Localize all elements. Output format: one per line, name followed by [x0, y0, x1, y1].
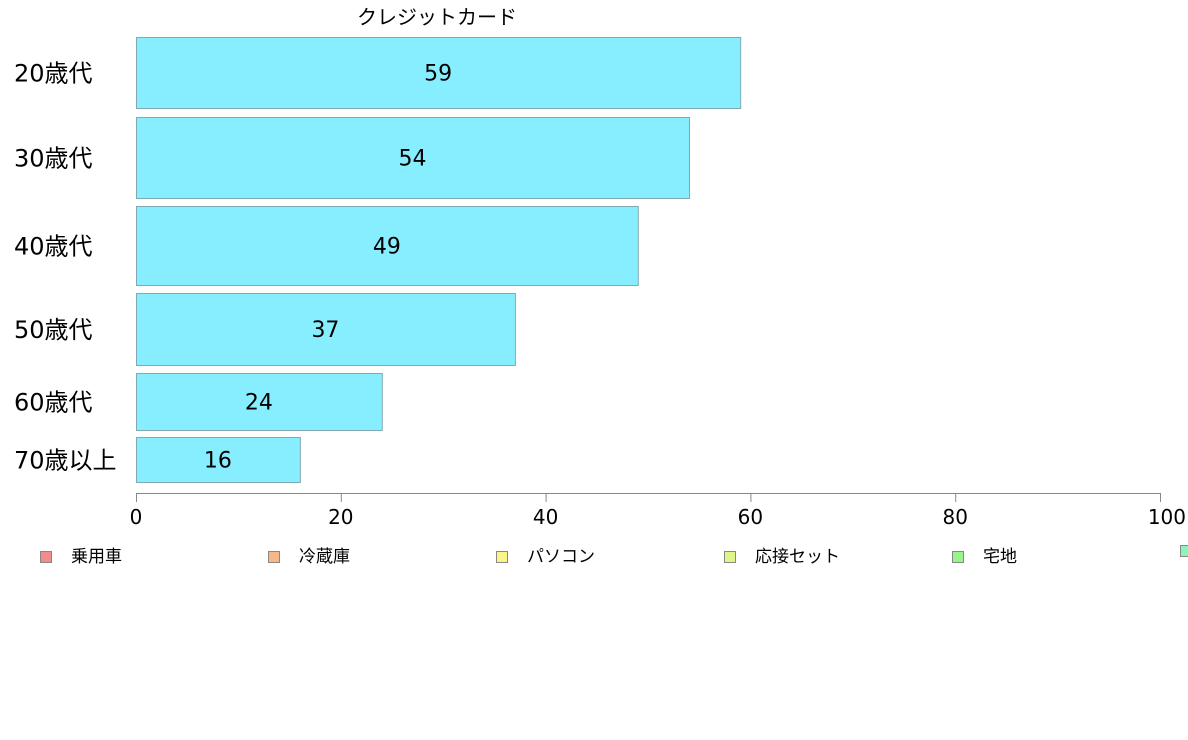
legend-swatch	[1180, 545, 1188, 557]
x-tick-label: 20	[328, 505, 353, 529]
legend-item: 宅地	[952, 545, 1017, 569]
category-label: 30歳代	[14, 145, 93, 173]
data-label: 49	[373, 235, 401, 260]
category-label: 50歳代	[14, 316, 93, 344]
data-label: 37	[311, 318, 339, 343]
legend: 乗用車 冷蔵庫 パソコン 応接セット 宅地	[0, 545, 1188, 569]
legend-swatch	[952, 551, 964, 563]
legend-label: 冷蔵庫	[299, 547, 350, 567]
x-tick-label: 40	[533, 505, 558, 529]
legend-item: 応接セット	[724, 545, 840, 569]
chart-title: クレジットカード	[357, 5, 517, 29]
legend-item: 乗用車	[40, 545, 122, 569]
legend-item	[1180, 545, 1188, 557]
data-label: 59	[424, 62, 452, 87]
category-label: 70歳以上	[14, 447, 117, 475]
legend-label: 宅地	[983, 547, 1017, 567]
legend-label: 乗用車	[71, 547, 122, 567]
data-label: 54	[398, 147, 426, 172]
legend-item: 冷蔵庫	[268, 545, 350, 569]
x-tick-label: 60	[738, 505, 763, 529]
category-label: 40歳代	[14, 233, 93, 261]
x-tick-label: 0	[130, 505, 143, 529]
x-tick-label: 80	[942, 505, 967, 529]
legend-swatch	[40, 551, 52, 563]
bar	[136, 206, 639, 286]
category-label: 60歳代	[14, 389, 93, 417]
x-tick-label: 100	[1148, 505, 1186, 529]
data-label: 24	[245, 391, 273, 416]
data-label: 16	[204, 449, 232, 474]
legend-swatch	[268, 551, 280, 563]
bar	[136, 117, 690, 199]
bar	[136, 373, 383, 431]
legend-label: パソコン	[527, 547, 595, 567]
bars-layer: 20歳代 59 30歳代 54 40歳代 49 50歳代 37 60歳代 24 70歳以上 16	[14, 37, 742, 483]
bar	[136, 437, 301, 483]
bar	[136, 293, 516, 366]
bar	[136, 37, 742, 109]
legend-label: 応接セット	[755, 547, 840, 567]
legend-item: パソコン	[496, 545, 595, 569]
legend-swatch	[496, 551, 508, 563]
category-label: 20歳代	[14, 60, 93, 88]
x-axis: 0 20 40 60 80 100	[130, 493, 1186, 529]
legend-swatch	[724, 551, 736, 563]
